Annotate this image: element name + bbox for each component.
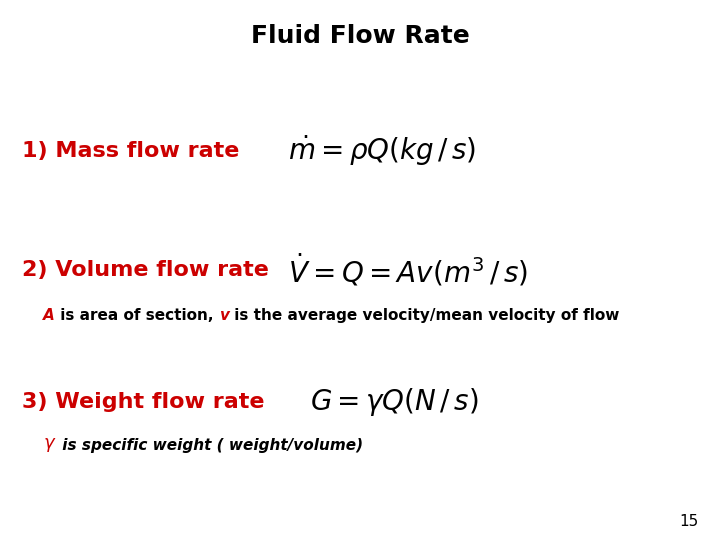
Text: A: A: [43, 308, 55, 323]
Text: $\gamma$: $\gamma$: [43, 436, 57, 455]
Text: 2) Volume flow rate: 2) Volume flow rate: [22, 260, 269, 280]
Text: v: v: [219, 308, 229, 323]
Text: 3) Weight flow rate: 3) Weight flow rate: [22, 392, 264, 413]
Text: $\dot{m} = \rho Q(kg\,/\,s)$: $\dot{m} = \rho Q(kg\,/\,s)$: [288, 134, 476, 168]
Text: is area of section,: is area of section,: [55, 308, 219, 323]
Text: Fluid Flow Rate: Fluid Flow Rate: [251, 24, 469, 48]
Text: 1) Mass flow rate: 1) Mass flow rate: [22, 141, 239, 161]
Text: 15: 15: [679, 514, 698, 529]
Text: is specific weight ( weight/volume): is specific weight ( weight/volume): [57, 438, 363, 453]
Text: $\dot{V} = Q = Av(m^3\,/\,s)$: $\dot{V} = Q = Av(m^3\,/\,s)$: [288, 252, 528, 288]
Text: is the average velocity/mean velocity of flow: is the average velocity/mean velocity of…: [229, 308, 619, 323]
Text: $G = \gamma Q(N\,/\,s)$: $G = \gamma Q(N\,/\,s)$: [310, 386, 478, 418]
